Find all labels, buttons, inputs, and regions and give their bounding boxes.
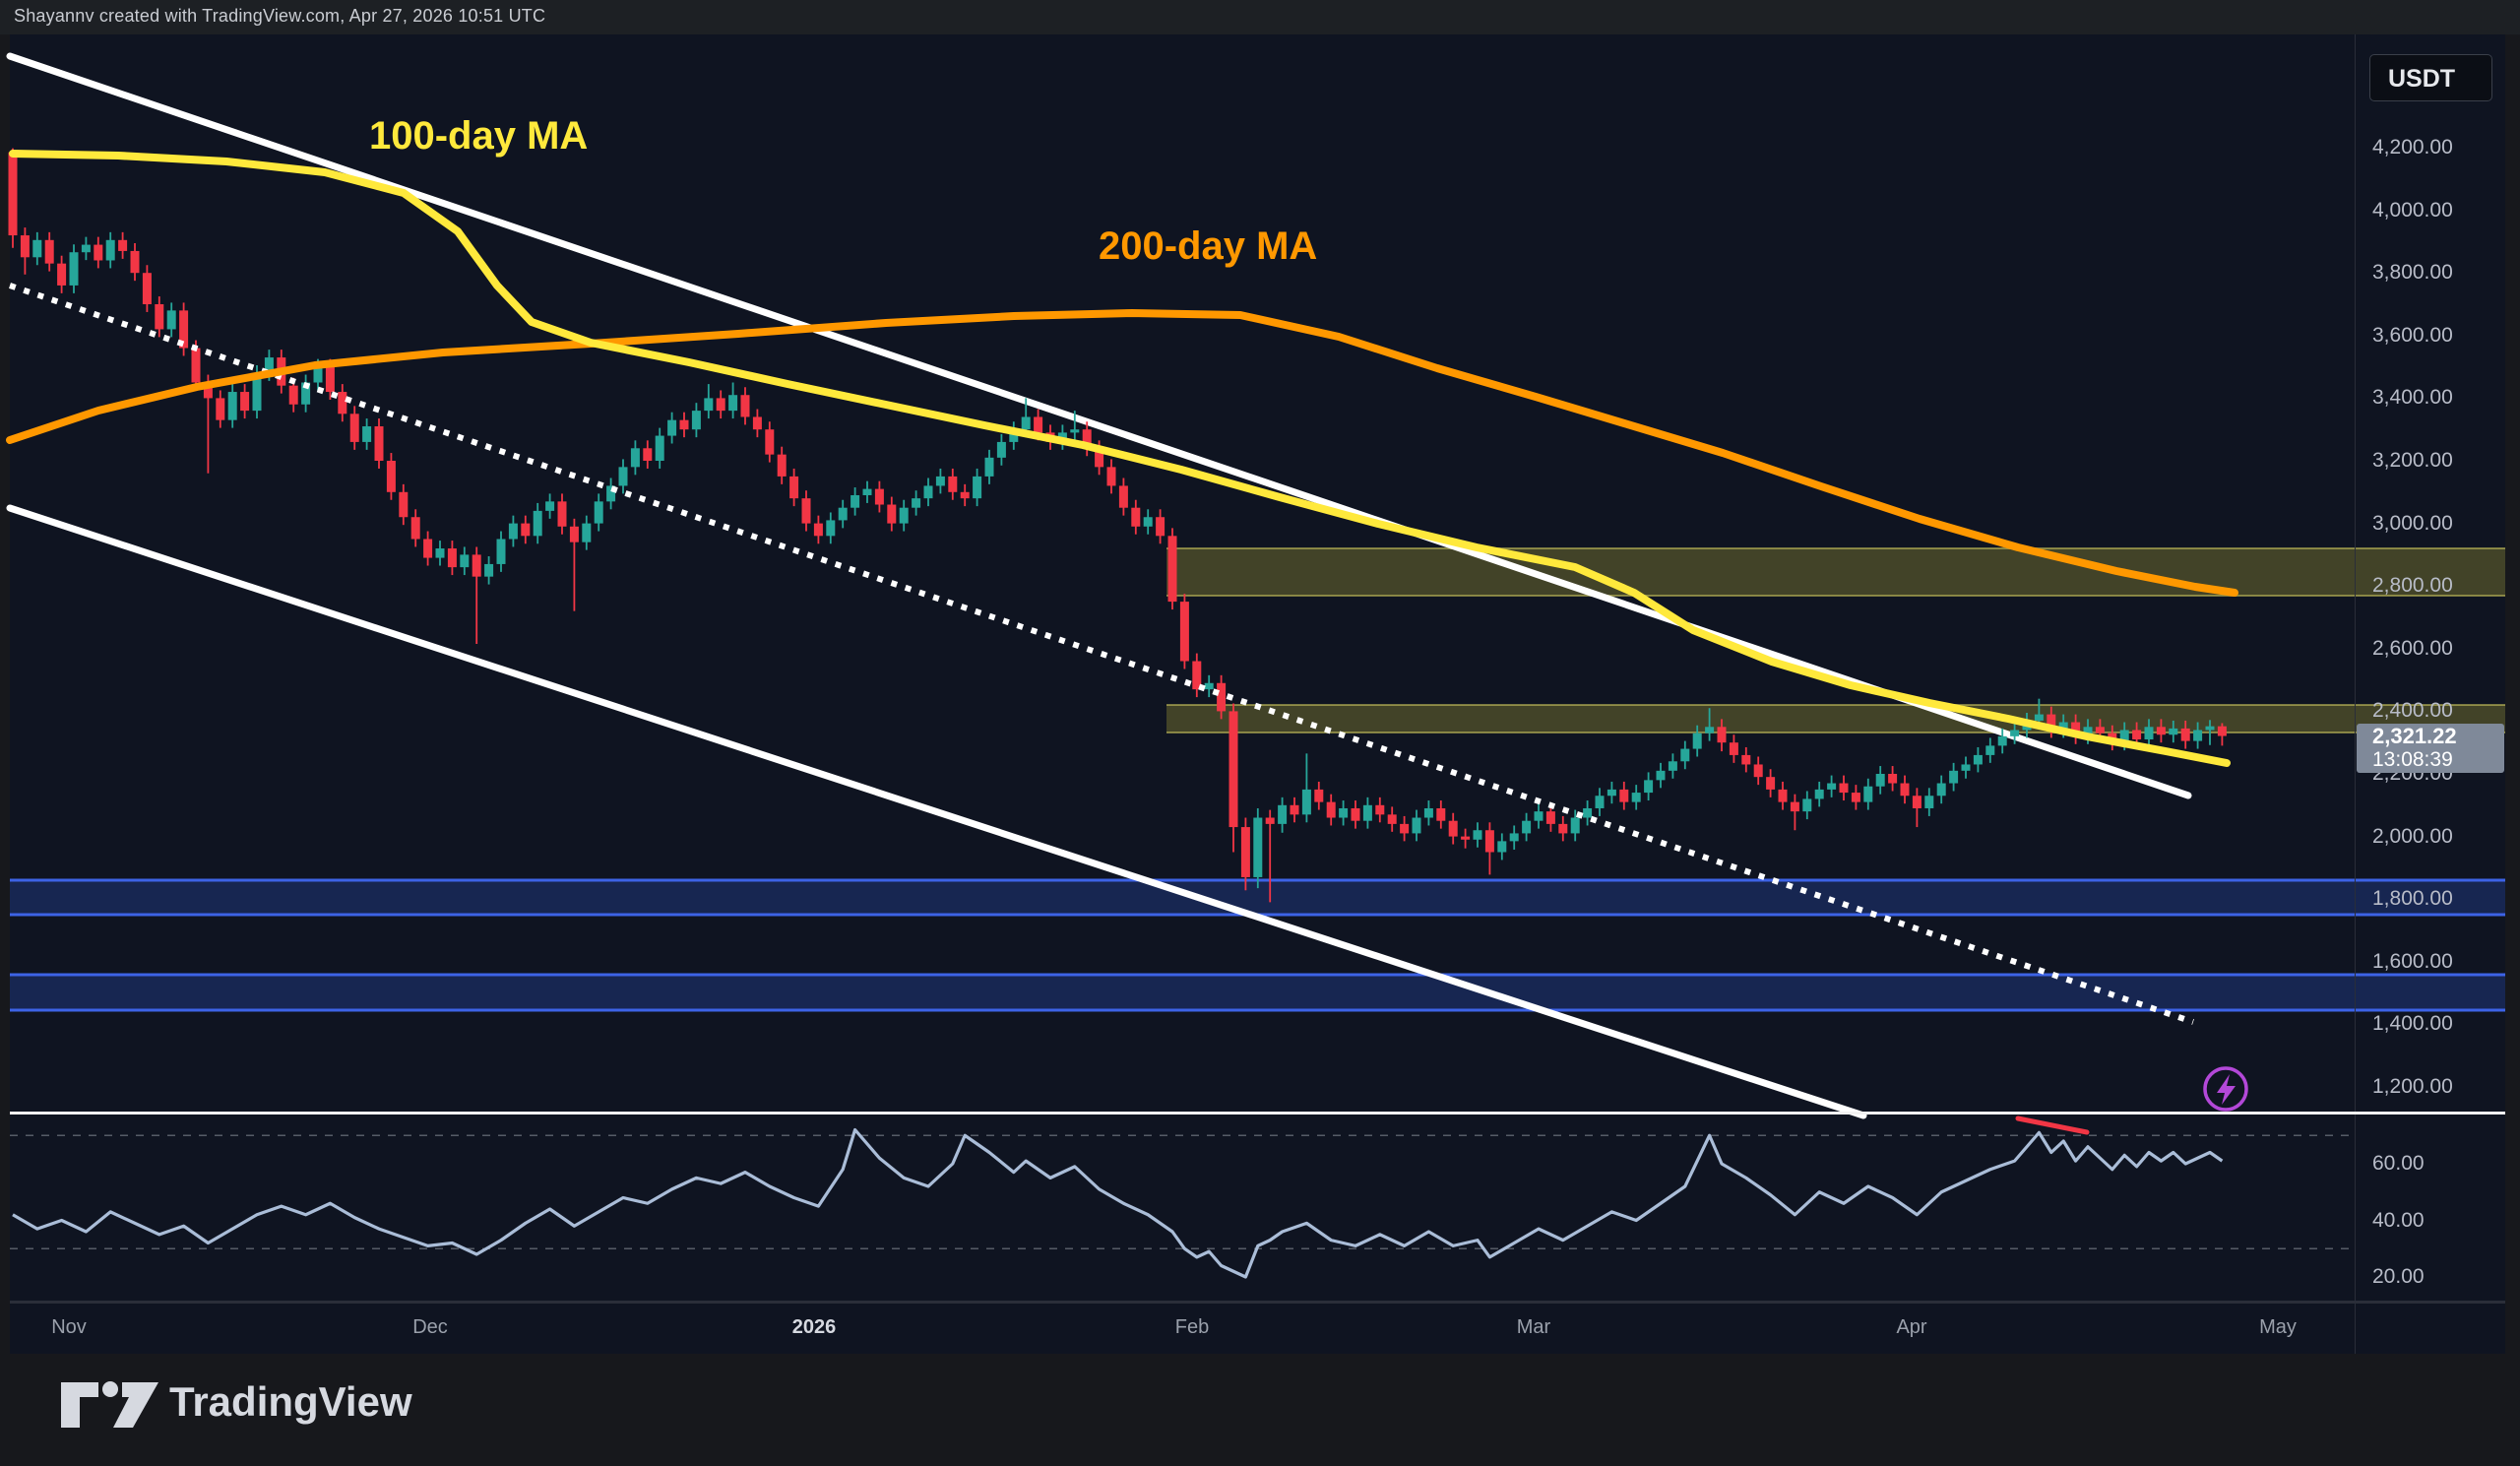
price-tick-1200: 1,200.00 xyxy=(2372,1075,2453,1098)
ma100-line xyxy=(9,150,2231,767)
ma100-label: 100-day MA xyxy=(369,114,589,158)
watermark-text: Shayannv created with TradingView.com, A… xyxy=(14,6,546,26)
price-tick-4200: 4,200.00 xyxy=(2372,136,2453,159)
time-label-Feb: Feb xyxy=(1174,1316,1210,1338)
price-tick-3800: 3,800.00 xyxy=(2372,261,2453,285)
price-tick-3000: 3,000.00 xyxy=(2372,511,2453,535)
rsi-line xyxy=(12,1127,2224,1279)
price-tick-2000: 2,000.00 xyxy=(2372,824,2453,848)
rsi-red-mark xyxy=(2015,1115,2090,1135)
ma200-line xyxy=(6,309,2238,597)
bar-countdown: 13:08:39 xyxy=(2372,748,2453,771)
time-label-2026: 2026 xyxy=(791,1316,837,1338)
mid-dotted-line[interactable] xyxy=(9,283,2194,1025)
chart-canvas[interactable] xyxy=(10,34,2505,1354)
price-tick-2800: 2,800.00 xyxy=(2372,574,2453,598)
price-tick-4000: 4,000.00 xyxy=(2372,198,2453,222)
pane-separator[interactable] xyxy=(10,1112,2505,1115)
time-label-Apr: Apr xyxy=(1896,1316,1927,1338)
price-tick-2600: 2,600.00 xyxy=(2372,636,2453,660)
support-zone-1450 xyxy=(10,975,2505,1010)
quote-currency-badge[interactable]: USDT xyxy=(2369,54,2492,101)
time-label-Nov: Nov xyxy=(51,1316,87,1338)
time-label-Dec: Dec xyxy=(412,1316,448,1338)
price-tick-1400: 1,400.00 xyxy=(2372,1012,2453,1036)
time-label-Mar: Mar xyxy=(1516,1316,1551,1338)
tradingview-logo-text[interactable]: TradingView xyxy=(169,1378,412,1425)
lower-channel-line[interactable] xyxy=(6,504,1867,1119)
ma200-label: 200-day MA xyxy=(1099,224,1318,268)
upper-channel-line[interactable] xyxy=(6,52,2192,799)
tradingview-logo-icon[interactable] xyxy=(59,1376,167,1435)
rsi-tick-40: 40.00 xyxy=(2372,1208,2425,1232)
price-tick-1600: 1,600.00 xyxy=(2372,949,2453,973)
resistance-zone-2800 xyxy=(1166,548,2505,596)
price-tick-2400: 2,400.00 xyxy=(2372,699,2453,723)
price-tick-3400: 3,400.00 xyxy=(2372,386,2453,410)
resistance-zone-2400 xyxy=(1166,705,2505,733)
rsi-tick-60: 60.00 xyxy=(2372,1152,2425,1175)
time-axis-border xyxy=(10,1303,2505,1304)
flash-icon[interactable] xyxy=(2203,1066,2248,1112)
price-tick-3200: 3,200.00 xyxy=(2372,449,2453,472)
last-price-badge: 2,321.22 13:08:39 xyxy=(2357,724,2504,773)
price-tick-3600: 3,600.00 xyxy=(2372,323,2453,347)
time-label-May: May xyxy=(2259,1316,2297,1338)
top-watermark-bar xyxy=(0,0,2520,34)
footer-bar xyxy=(0,1354,2520,1466)
rsi-tick-20: 20.00 xyxy=(2372,1265,2425,1288)
price-axis-border xyxy=(2355,34,2356,1354)
price-tick-1800: 1,800.00 xyxy=(2372,887,2453,911)
last-price-value: 2,321.22 xyxy=(2372,724,2457,748)
